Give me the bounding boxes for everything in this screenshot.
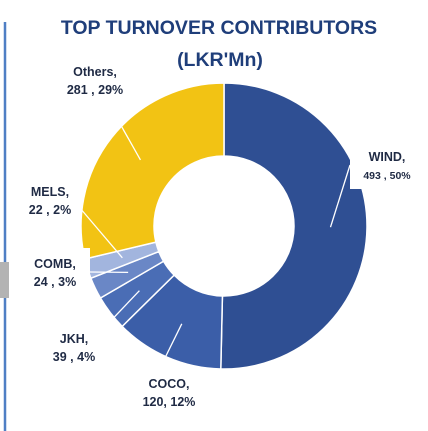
data-label-value-wind: 493 , 50% [363,170,411,182]
leader-line-mels [79,207,123,259]
data-label-name-mels: MELS, [31,185,69,199]
leader-line-coco [159,323,183,369]
data-label-name-wind: WIND, [369,150,406,164]
data-label-value-jkh: 39 , 4% [53,350,95,364]
data-label-name-comb: COMB, [34,257,76,271]
chart-title: TOP TURNOVER CONTRIBUTORS [61,17,377,39]
data-label-name-others: Others, [73,65,117,79]
data-label-value-others: 281 , 29% [67,83,123,97]
leader-line-others [109,105,142,161]
label-box-jkh [46,323,102,367]
data-label-name-jkh: JKH, [60,332,88,346]
data-label-value-comb: 24 , 3% [34,275,76,289]
data-label-value-mels: 22 , 2% [29,203,71,217]
slice-wind [220,82,368,370]
label-box-coco [139,368,199,418]
leader-line-jkh [101,290,140,331]
label-box-comb [20,248,90,292]
chart-subtitle: (LKR'Mn) [177,49,263,71]
leader-lines [79,105,351,369]
data-labels: WIND, 493 , 50% COCO, 120, 12% JKH, 39 , 4% CO… [20,56,424,418]
slice-others [80,82,225,260]
label-box-others [55,56,135,106]
leader-line-wind [329,164,351,228]
data-label-value-coco: 120, 12% [143,395,196,409]
data-label-name-coco: COCO, [149,377,190,391]
left-edge-tab [0,262,9,298]
label-box-wind [350,141,424,189]
label-box-mels [20,176,80,220]
donut-slices [80,82,368,370]
